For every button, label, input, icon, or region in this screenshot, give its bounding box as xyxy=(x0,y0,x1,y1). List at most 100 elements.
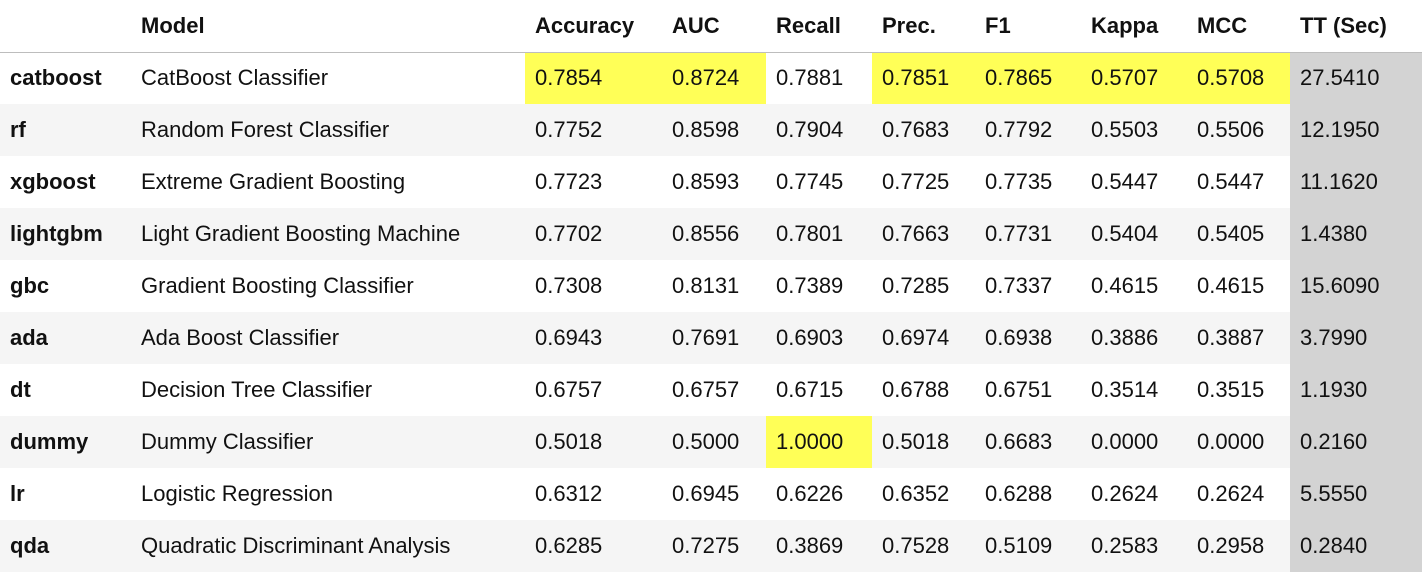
prec-cell: 0.7851 xyxy=(872,52,975,104)
accuracy-cell: 0.7308 xyxy=(535,273,603,298)
auc-cell: 0.6757 xyxy=(672,377,740,402)
prec-cell: 0.7725 xyxy=(882,169,950,194)
prec-cell: 0.7528 xyxy=(882,533,950,558)
prec-cell: 0.7683 xyxy=(882,117,950,142)
table-row: lr Logistic Regression 0.6312 0.6945 0.6… xyxy=(0,468,1422,520)
model-name: Light Gradient Boosting Machine xyxy=(141,221,461,246)
table-row: xgboost Extreme Gradient Boosting 0.7723… xyxy=(0,156,1422,208)
kappa-cell: 0.3514 xyxy=(1091,377,1159,402)
table-body: catboost CatBoost Classifier 0.7854 0.87… xyxy=(0,52,1422,572)
tt-cell: 27.5410 xyxy=(1290,52,1422,104)
table-row: ada Ada Boost Classifier 0.6943 0.7691 0… xyxy=(0,312,1422,364)
row-id: ada xyxy=(10,325,48,350)
recall-cell: 0.7904 xyxy=(776,117,844,142)
mcc-cell: 0.5506 xyxy=(1197,117,1265,142)
mcc-cell: 0.5405 xyxy=(1197,221,1265,246)
accuracy-cell: 0.7723 xyxy=(535,169,603,194)
mcc-cell: 0.5447 xyxy=(1197,169,1265,194)
prec-cell: 0.7285 xyxy=(882,273,950,298)
table-row: qda Quadratic Discriminant Analysis 0.62… xyxy=(0,520,1422,572)
auc-cell: 0.7691 xyxy=(672,325,740,350)
header-prec: Prec. xyxy=(872,0,975,53)
header-f1: F1 xyxy=(975,0,1081,53)
table-row: lightgbm Light Gradient Boosting Machine… xyxy=(0,208,1422,260)
auc-cell: 0.8593 xyxy=(672,169,740,194)
row-id: qda xyxy=(10,533,50,558)
f1-cell: 0.6938 xyxy=(985,325,1053,350)
kappa-cell: 0.0000 xyxy=(1091,429,1159,454)
tt-cell: 11.1620 xyxy=(1290,156,1422,208)
f1-cell: 0.7337 xyxy=(985,273,1053,298)
kappa-cell: 0.2583 xyxy=(1091,533,1159,558)
mcc-cell: 0.3515 xyxy=(1197,377,1265,402)
accuracy-cell: 0.5018 xyxy=(535,429,603,454)
mcc-cell: 0.0000 xyxy=(1197,429,1265,454)
header-row: Model Accuracy AUC Recall Prec. F1 Kappa… xyxy=(0,0,1422,53)
mcc-cell: 0.2624 xyxy=(1197,481,1265,506)
model-name: Dummy Classifier xyxy=(141,429,314,454)
tt-cell: 1.1930 xyxy=(1290,364,1422,416)
f1-cell: 0.7865 xyxy=(975,52,1081,104)
kappa-cell: 0.2624 xyxy=(1091,481,1159,506)
mcc-cell: 0.2958 xyxy=(1197,533,1265,558)
accuracy-cell: 0.7854 xyxy=(525,52,662,104)
auc-cell: 0.8556 xyxy=(672,221,740,246)
header-recall: Recall xyxy=(766,0,872,53)
tt-cell: 15.6090 xyxy=(1290,260,1422,312)
tt-cell: 0.2840 xyxy=(1290,520,1422,572)
accuracy-cell: 0.6312 xyxy=(535,481,603,506)
prec-cell: 0.7663 xyxy=(882,221,950,246)
tt-cell: 3.7990 xyxy=(1290,312,1422,364)
tt-cell: 12.1950 xyxy=(1290,104,1422,156)
recall-cell: 0.3869 xyxy=(776,533,844,558)
accuracy-cell: 0.7752 xyxy=(535,117,603,142)
row-id: rf xyxy=(10,117,26,142)
recall-cell: 1.0000 xyxy=(766,416,872,468)
recall-cell: 0.6903 xyxy=(776,325,844,350)
prec-cell: 0.6788 xyxy=(882,377,950,402)
model-name: Decision Tree Classifier xyxy=(141,377,373,402)
f1-cell: 0.6751 xyxy=(985,377,1053,402)
recall-cell: 0.7881 xyxy=(776,65,844,91)
row-id: dummy xyxy=(10,429,89,454)
row-id: catboost xyxy=(10,65,102,91)
tt-cell: 0.2160 xyxy=(1290,416,1422,468)
model-name: Logistic Regression xyxy=(141,481,333,506)
row-id: lr xyxy=(10,481,25,506)
tt-cell: 1.4380 xyxy=(1290,208,1422,260)
header-accuracy: Accuracy xyxy=(525,0,662,53)
mcc-cell: 0.4615 xyxy=(1197,273,1265,298)
tt-cell: 5.5550 xyxy=(1290,468,1422,520)
recall-cell: 0.7745 xyxy=(776,169,844,194)
model-name: Gradient Boosting Classifier xyxy=(141,273,414,298)
table-row: catboost CatBoost Classifier 0.7854 0.87… xyxy=(0,52,1422,104)
model-name: CatBoost Classifier xyxy=(141,65,329,91)
table-row: dummy Dummy Classifier 0.5018 0.5000 1.0… xyxy=(0,416,1422,468)
kappa-cell: 0.5404 xyxy=(1091,221,1159,246)
model-name: Ada Boost Classifier xyxy=(141,325,340,350)
mcc-cell: 0.5708 xyxy=(1187,52,1290,104)
f1-cell: 0.6683 xyxy=(985,429,1053,454)
kappa-cell: 0.4615 xyxy=(1091,273,1159,298)
kappa-cell: 0.5447 xyxy=(1091,169,1159,194)
header-model: Model xyxy=(131,0,525,53)
prec-cell: 0.6352 xyxy=(882,481,950,506)
auc-cell: 0.6945 xyxy=(672,481,740,506)
recall-cell: 0.7801 xyxy=(776,221,844,246)
kappa-cell: 0.5503 xyxy=(1091,117,1159,142)
header-index xyxy=(0,0,131,53)
row-id: gbc xyxy=(10,273,50,298)
table-row: rf Random Forest Classifier 0.7752 0.859… xyxy=(0,104,1422,156)
table-row: gbc Gradient Boosting Classifier 0.7308 … xyxy=(0,260,1422,312)
row-id: dt xyxy=(10,377,31,402)
prec-cell: 0.5018 xyxy=(882,429,950,454)
f1-cell: 0.7792 xyxy=(985,117,1053,142)
recall-cell: 0.6226 xyxy=(776,481,844,506)
f1-cell: 0.7731 xyxy=(985,221,1053,246)
header-kappa: Kappa xyxy=(1081,0,1187,53)
mcc-cell: 0.3887 xyxy=(1197,325,1265,350)
row-id: xgboost xyxy=(10,169,96,194)
f1-cell: 0.6288 xyxy=(985,481,1053,506)
f1-cell: 0.5109 xyxy=(985,533,1053,558)
